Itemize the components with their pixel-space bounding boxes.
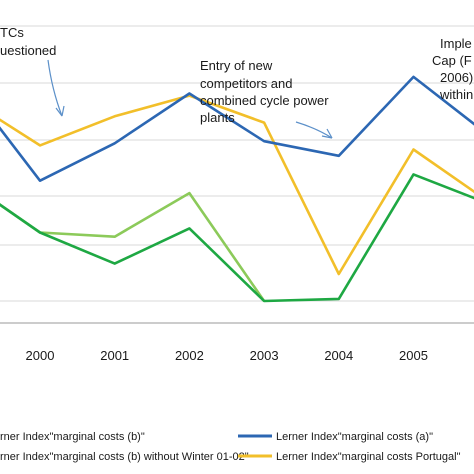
annotation-implementation: Imple Cap (F 2006) within <box>432 36 473 102</box>
legend-item-marginal-costs-portugal: Lerner Index"marginal costs Portugal" <box>238 451 461 463</box>
annotation-entry-line-3: combined cycle power <box>200 93 329 108</box>
legend-label-marginal-costs-a: Lerner Index"marginal costs (a)" <box>276 431 433 443</box>
x-tick-label: 2002 <box>175 348 204 363</box>
legend-label-marginal-costs-b-without-winter: rner Index"marginal costs (b) without Wi… <box>0 451 249 463</box>
annotation-arrow-ctcs <box>47 59 65 117</box>
annotation-entry-line-1: Entry of new <box>200 58 273 73</box>
annotation-impl-line-1: Imple <box>440 36 472 51</box>
annotation-entry-line-4: plants <box>200 110 235 125</box>
legend-label-marginal-costs-b: rner Index"marginal costs (b)" <box>0 431 145 443</box>
legend-label-marginal-costs-portugal: Lerner Index"marginal costs Portugal" <box>276 451 461 463</box>
annotation-ctcs-line-2: uestioned <box>0 43 56 58</box>
x-tick-label: 2001 <box>100 348 129 363</box>
annotation-ctcs-line-1: TCs <box>0 25 24 40</box>
annotation-entry-line-2: competitors and <box>200 76 293 91</box>
x-tick-label: 2000 <box>26 348 55 363</box>
legend-item-marginal-costs-a: Lerner Index"marginal costs (a)" <box>238 431 433 443</box>
series-layer <box>0 75 474 303</box>
annotation-impl-line-2: Cap (F <box>432 53 472 68</box>
series-line-3 <box>0 94 474 276</box>
series-line-2 <box>0 191 266 302</box>
gridlines <box>0 25 474 302</box>
annotation-impl-line-4: within <box>439 87 473 102</box>
x-tick-label: 2004 <box>324 348 353 363</box>
x-tick-label: 2005 <box>399 348 428 363</box>
legend: rner Index"marginal costs (b)" Lerner In… <box>0 431 461 463</box>
series-line-0 <box>0 173 474 303</box>
annotation-ctcs: TCs uestioned <box>0 25 56 58</box>
series-line-1 <box>0 75 474 182</box>
annotation-impl-line-3: 2006) <box>440 70 473 85</box>
x-tick-label: 2003 <box>250 348 279 363</box>
x-tick-labels: 2000200120022003200420052 <box>26 348 428 363</box>
legend-item-marginal-costs-b-without-winter: rner Index"marginal costs (b) without Wi… <box>0 451 249 463</box>
annotation-entry-competitors: Entry of new competitors and combined cy… <box>200 58 329 125</box>
annotation-arrow-entry <box>295 121 333 139</box>
legend-item-marginal-costs-b: rner Index"marginal costs (b)" <box>0 431 145 443</box>
